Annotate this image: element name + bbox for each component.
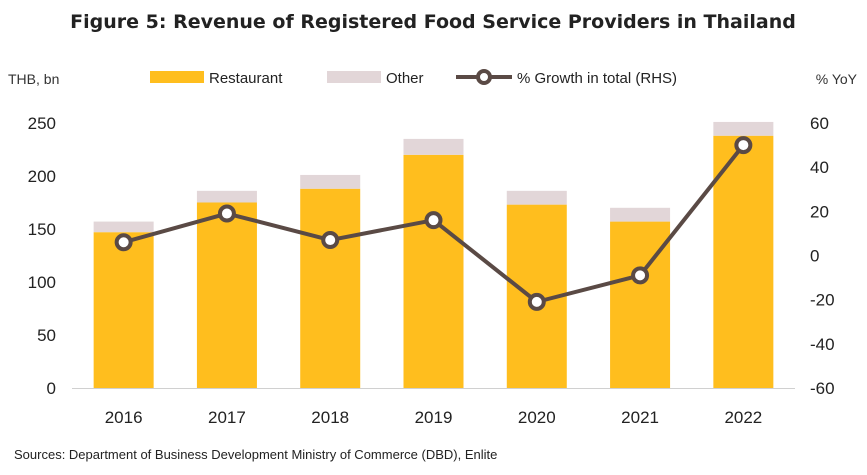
x-tick-label-2017: 2017 (208, 408, 246, 427)
legend-swatch-growth-marker (476, 69, 492, 85)
growth-point-2017 (217, 204, 236, 223)
bar-restaurant-2018 (300, 188, 361, 388)
left-tick-label: 100 (28, 273, 56, 292)
growth-point-2020 (527, 292, 546, 311)
right-tick-label: 40 (810, 158, 829, 177)
right-tick-label: -20 (810, 291, 835, 310)
legend-swatch-other (327, 71, 381, 83)
left-axis-ticks: 0 50 100 150 200 250 (28, 114, 56, 398)
right-tick-label: 60 (810, 114, 829, 133)
left-tick-label: 0 (47, 379, 56, 398)
right-axis-unit: % YoY (816, 71, 858, 87)
growth-point-2021 (631, 266, 650, 285)
bar-other-2021 (610, 207, 671, 222)
bar-other-2022 (713, 121, 774, 136)
growth-line (114, 136, 753, 311)
x-tick-label-2018: 2018 (311, 408, 349, 427)
right-tick-label: -40 (810, 335, 835, 354)
bar-other-2017 (196, 190, 257, 203)
bar-other-2016 (93, 221, 154, 233)
legend-label-growth: % Growth in total (RHS) (517, 70, 677, 87)
right-tick-label: 20 (810, 202, 829, 221)
x-axis-ticks: 2016 2017 2018 2019 2020 2021 2022 (105, 408, 763, 427)
legend-swatch-restaurant (150, 71, 204, 83)
growth-point-2022 (734, 136, 753, 155)
bar-other-2019 (403, 138, 464, 155)
x-tick-label-2021: 2021 (621, 408, 659, 427)
left-tick-label: 150 (28, 220, 56, 239)
bar-other-2020 (506, 190, 567, 205)
bars (93, 121, 774, 388)
legend-label-other: Other (386, 70, 424, 87)
bar-restaurant-2022 (713, 135, 774, 388)
left-tick-label: 250 (28, 114, 56, 133)
bar-other-2018 (300, 174, 361, 189)
left-tick-label: 50 (37, 326, 56, 345)
growth-point-2018 (321, 231, 340, 250)
legend: Restaurant Other % Growth in total (RHS) (150, 69, 677, 87)
x-tick-label-2019: 2019 (415, 408, 453, 427)
bar-restaurant-2017 (196, 202, 257, 388)
bar-restaurant-2019 (403, 154, 464, 388)
left-tick-label: 200 (28, 167, 56, 186)
chart-title: Figure 5: Revenue of Registered Food Ser… (70, 11, 796, 33)
right-tick-label: -60 (810, 379, 835, 398)
right-axis-ticks: -60 -40 -20 0 20 40 60 (810, 114, 835, 398)
x-tick-label-2022: 2022 (724, 408, 762, 427)
growth-point-2019 (424, 211, 443, 230)
growth-point-2016 (114, 233, 133, 252)
source-note: Sources: Department of Business Developm… (14, 447, 497, 462)
left-axis-unit: THB, bn (8, 71, 59, 87)
right-tick-label: 0 (810, 247, 819, 266)
x-tick-label-2020: 2020 (518, 408, 556, 427)
x-tick-label-2016: 2016 (105, 408, 143, 427)
legend-label-restaurant: Restaurant (209, 70, 283, 87)
bar-restaurant-2016 (93, 232, 154, 388)
